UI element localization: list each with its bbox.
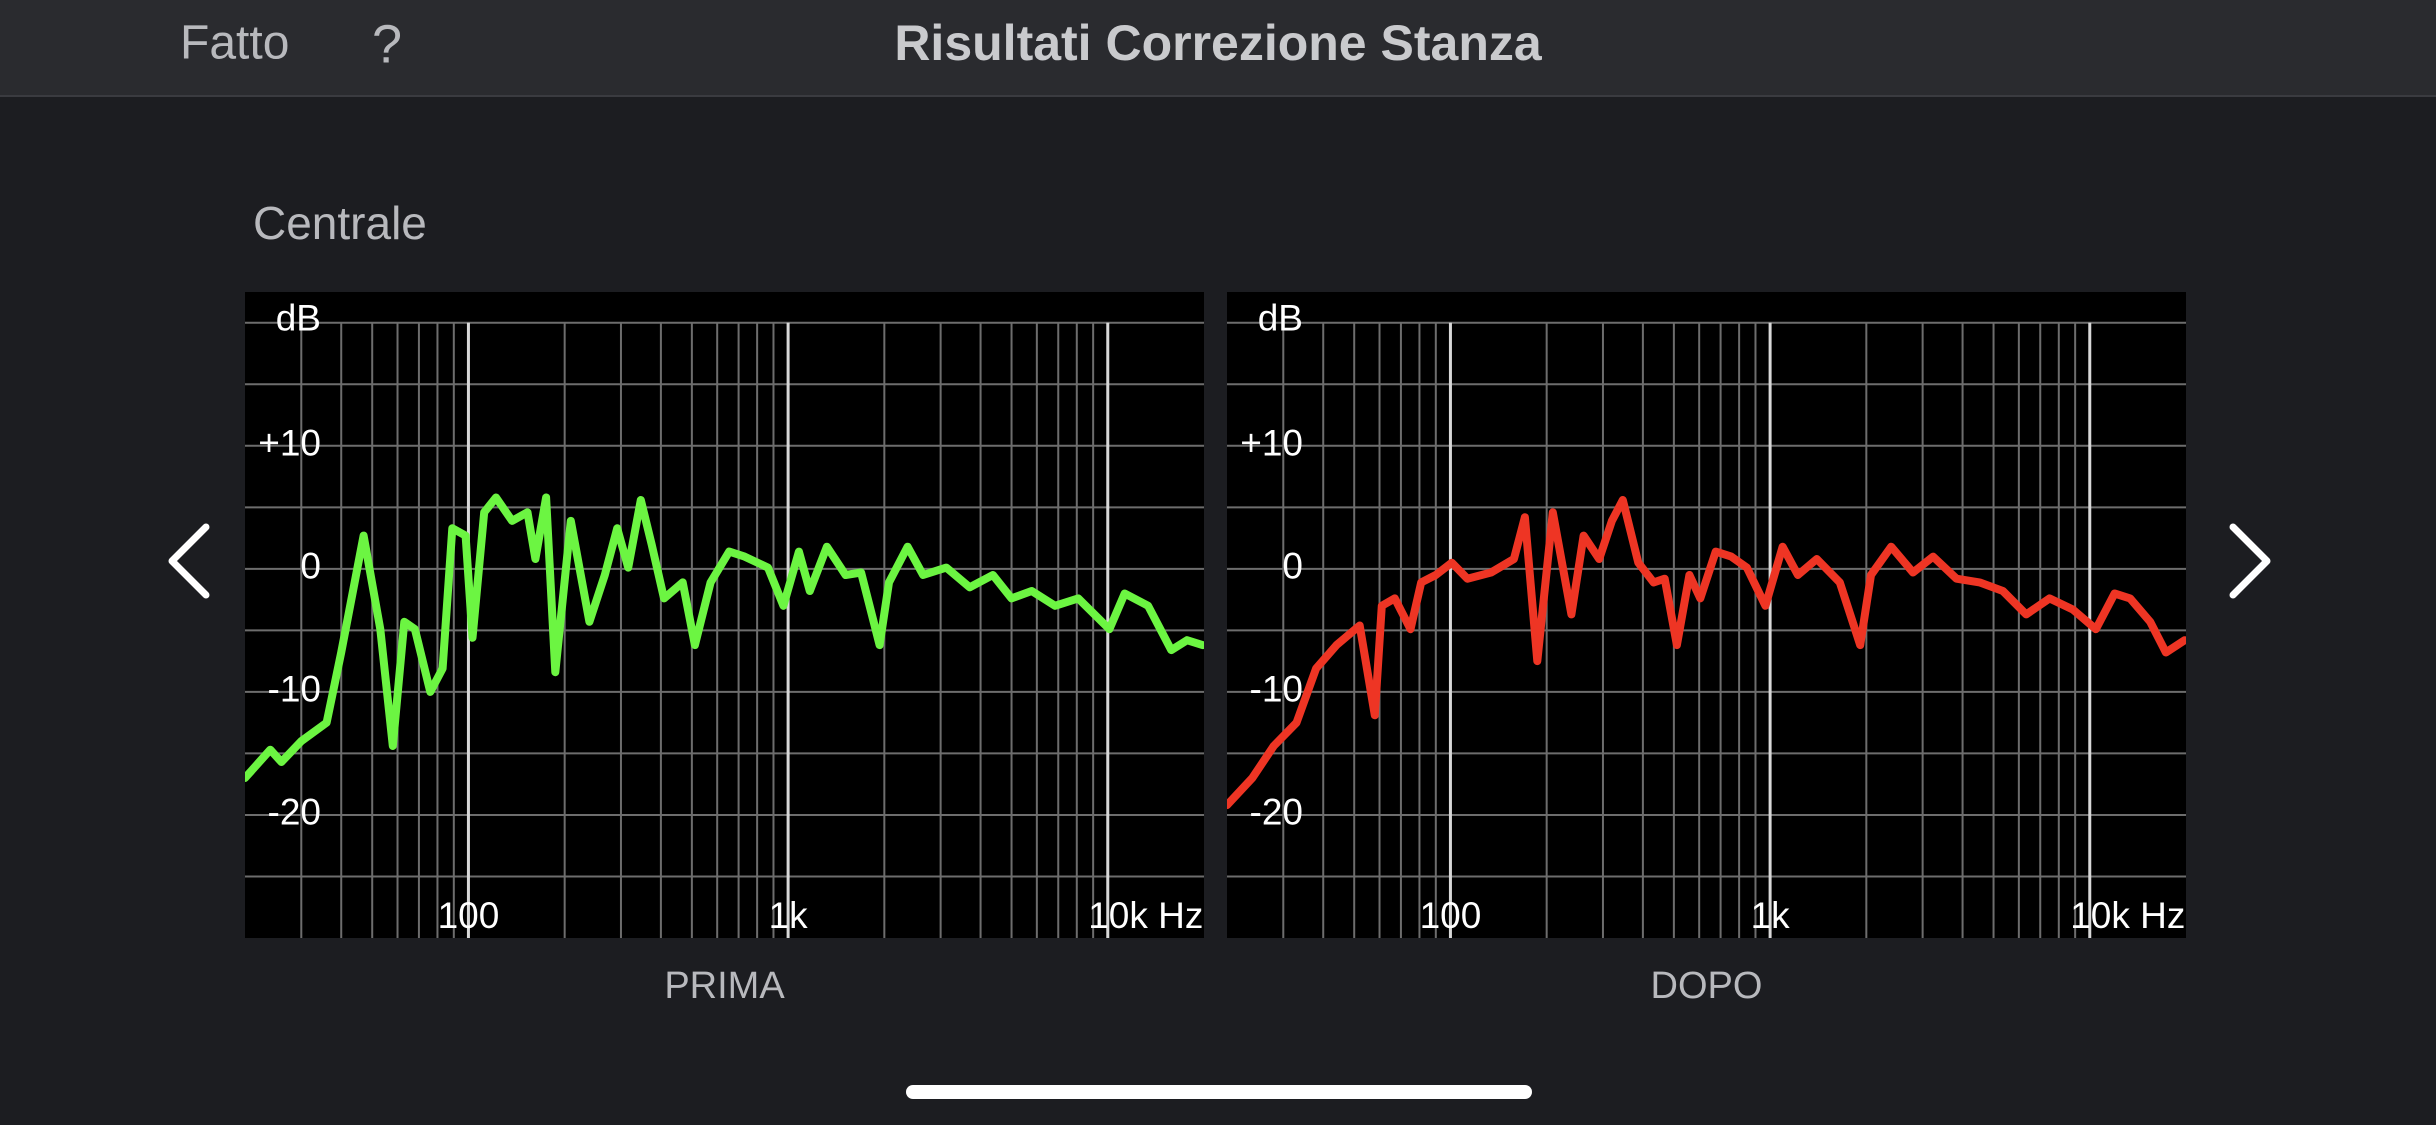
y-tick-label: 0 bbox=[1282, 546, 1303, 587]
screen-title: Risultati Correzione Stanza bbox=[894, 15, 1543, 71]
section-title: Centrale bbox=[253, 197, 427, 249]
x-tick-label: 100 bbox=[1420, 895, 1482, 936]
y-axis-label: dB bbox=[276, 298, 321, 339]
plot-area bbox=[245, 292, 1204, 938]
y-tick-label: 0 bbox=[300, 546, 321, 587]
previous-arrow[interactable] bbox=[168, 523, 210, 599]
y-tick-label: +10 bbox=[258, 423, 321, 464]
chart-caption: DOPO bbox=[1651, 965, 1763, 1007]
x-tick-label: 1k bbox=[769, 895, 809, 936]
y-tick-label: -10 bbox=[1250, 669, 1303, 710]
y-tick-label: -20 bbox=[1250, 792, 1303, 833]
plot-area bbox=[1227, 292, 2186, 938]
x-tick-label: 10k Hz bbox=[2070, 895, 2185, 936]
x-tick-label: 100 bbox=[438, 895, 500, 936]
help-button[interactable]: ? bbox=[372, 14, 402, 74]
y-tick-label: -10 bbox=[268, 669, 321, 710]
y-tick-label: -20 bbox=[268, 792, 321, 833]
response-line bbox=[245, 493, 1204, 782]
y-axis-label: dB bbox=[1258, 298, 1303, 339]
response-line bbox=[1227, 496, 2186, 810]
x-tick-label: 10k Hz bbox=[1088, 895, 1203, 936]
next-arrow[interactable] bbox=[2229, 523, 2271, 599]
done-button[interactable]: Fatto bbox=[180, 17, 289, 70]
y-tick-label: +10 bbox=[1240, 423, 1303, 464]
x-tick-label: 1k bbox=[1751, 895, 1791, 936]
header-bar bbox=[0, 0, 2436, 96]
home-indicator bbox=[906, 1085, 1532, 1099]
chart-caption: PRIMA bbox=[664, 965, 785, 1007]
